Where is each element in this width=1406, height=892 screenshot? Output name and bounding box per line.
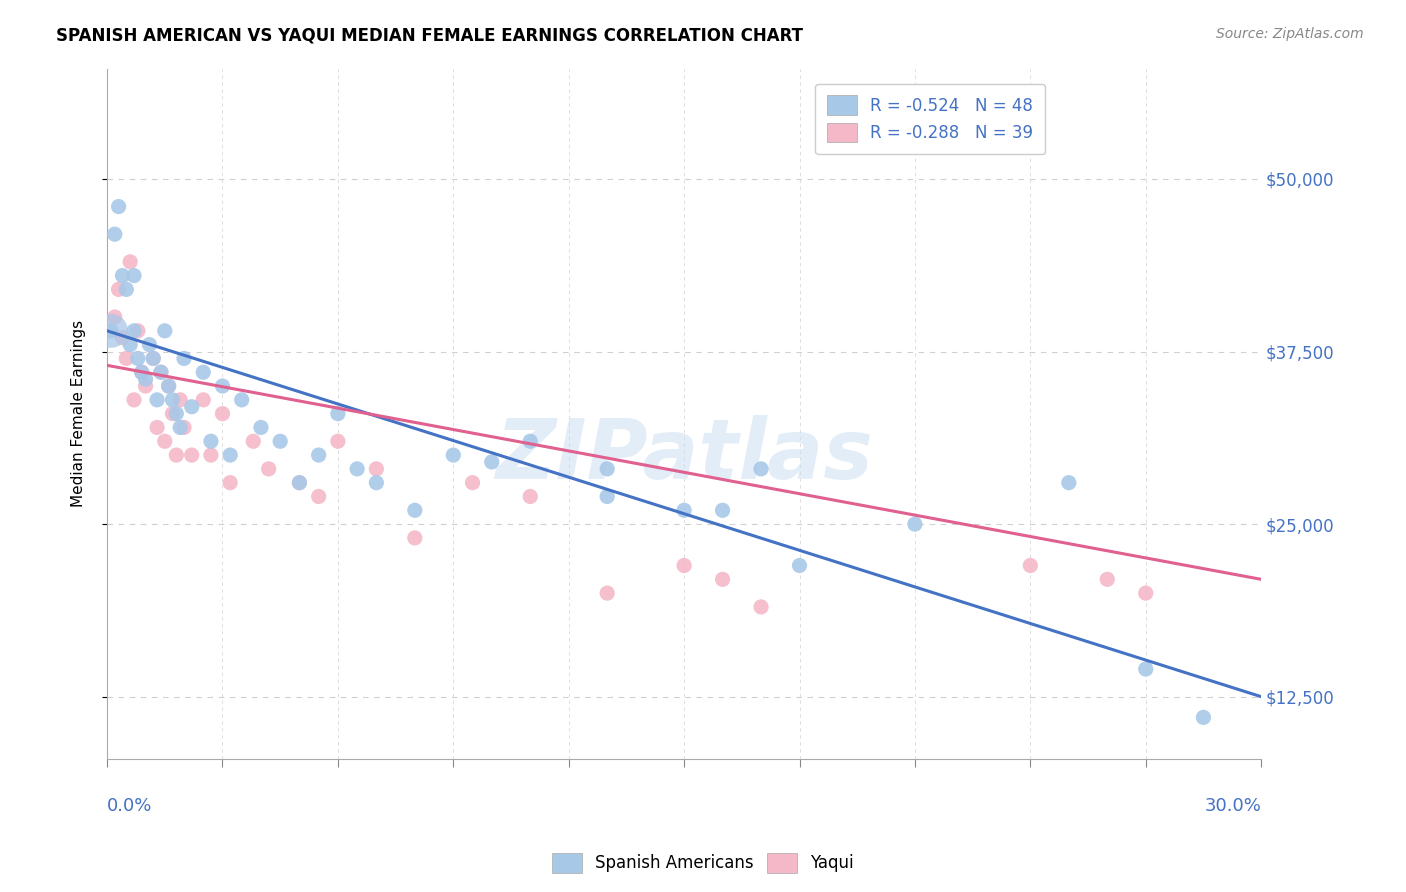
Point [180,400,202,414]
Point [308,448,330,462]
Point [596,462,619,476]
Point [146,392,169,407]
Point [904,517,927,532]
Text: SPANISH AMERICAN VS YAQUI MEDIAN FEMALE EARNINGS CORRELATION CHART: SPANISH AMERICAN VS YAQUI MEDIAN FEMALE … [56,27,803,45]
Text: 30.0%: 30.0% [1205,797,1261,814]
Point [135,379,157,393]
Point [193,365,215,379]
Point [153,434,176,449]
Point [1135,662,1157,676]
Point [122,392,145,407]
Point [441,448,464,462]
Point [149,365,172,379]
Point [1097,572,1119,586]
Point [122,324,145,338]
Point [461,475,484,490]
Text: 0.0%: 0.0% [107,797,152,814]
Point [326,434,349,449]
Point [288,475,311,490]
Point [157,379,180,393]
Point [135,372,157,386]
Point [173,351,195,366]
Point [120,254,142,268]
Text: Source: ZipAtlas.com: Source: ZipAtlas.com [1216,27,1364,41]
Point [673,503,696,517]
Point [100,324,122,338]
Point [257,462,280,476]
Point [481,455,503,469]
Point [153,324,176,338]
Point [242,434,264,449]
Point [749,599,772,614]
Point [211,407,233,421]
Point [107,200,129,214]
Text: ZIPatlas: ZIPatlas [495,415,873,496]
Point [711,503,734,517]
Point [193,392,215,407]
Point [749,462,772,476]
Point [1057,475,1080,490]
Point [404,503,426,517]
Point [200,448,222,462]
Point [173,420,195,434]
Point [127,324,149,338]
Point [366,475,388,490]
Point [111,331,134,345]
Point [711,572,734,586]
Point [165,448,187,462]
Point [138,337,160,351]
Point [104,227,127,242]
Point [162,392,184,407]
Point [308,490,330,504]
Point [169,392,191,407]
Point [122,268,145,283]
Point [169,420,191,434]
Point [1019,558,1042,573]
Point [1135,586,1157,600]
Point [250,420,273,434]
Point [149,365,172,379]
Point [131,365,153,379]
Point [146,420,169,434]
Point [219,448,242,462]
Point [180,448,202,462]
Point [288,475,311,490]
Point [519,490,541,504]
Point [127,351,149,366]
Point [519,434,541,449]
Point [673,558,696,573]
Point [200,434,222,449]
Point [111,268,134,283]
Point [131,365,153,379]
Point [346,462,368,476]
Point [366,462,388,476]
Legend: R = -0.524   N = 48, R = -0.288   N = 39: R = -0.524 N = 48, R = -0.288 N = 39 [815,84,1045,154]
Point [120,337,142,351]
Point [269,434,291,449]
Point [115,351,138,366]
Legend: Spanish Americans, Yaqui: Spanish Americans, Yaqui [546,847,860,880]
Point [100,324,122,338]
Point [142,351,165,366]
Point [596,490,619,504]
Point [115,282,138,296]
Point [211,379,233,393]
Point [326,407,349,421]
Point [162,407,184,421]
Point [789,558,811,573]
Point [107,282,129,296]
Point [165,407,187,421]
Point [404,531,426,545]
Y-axis label: Median Female Earnings: Median Female Earnings [72,320,86,508]
Point [157,379,180,393]
Point [231,392,253,407]
Point [104,310,127,324]
Point [596,586,619,600]
Point [219,475,242,490]
Point [142,351,165,366]
Point [1192,710,1215,724]
